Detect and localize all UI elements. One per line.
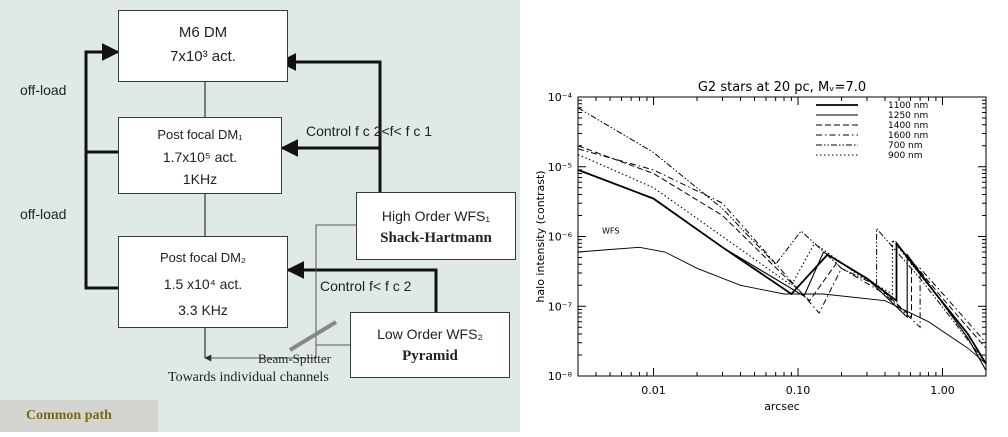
pf1-rate: 1KHz [182,171,218,187]
x-tick-label: 1.00 [930,384,955,397]
halo-intensity-chart: 10⁻⁸ 10⁻⁷ 10⁻⁶ 10⁻⁵ 10⁻⁴ 0.01 0.10 1.00 G2 stars… [520,0,1008,432]
x-tick-label: 0.10 [786,384,811,397]
pf1-title: Post focal DM₁ [157,127,243,142]
offload-arrow-top [84,43,120,154]
legend-label: 1250 nm [888,111,928,121]
offload-arrow-bottom [84,152,118,290]
series-line-wfs [577,246,987,365]
beam-splitter-icon [288,320,338,352]
hwfs-type: Shack-Hartmann [380,230,492,246]
pf2-title: Post focal DM₂ [160,250,246,265]
ao-block-diagram: M6 DM 7x10³ act. Post focal DM₁ 1.7x10⁵ … [0,0,520,432]
pf2-rate: 3.3 KHz [178,302,228,318]
pf2-actuators: 1.5 x10⁴ act. [163,276,243,292]
offload-label-bottom: off-load [20,206,67,222]
series-line-1250-nm [577,169,987,371]
hwfs-title: High Order WFS₁ [381,208,491,224]
diagram-connectors [84,43,438,362]
lwfs-title: Low Order WFS₂ [377,326,483,342]
legend-label: 900 nm [888,151,923,161]
legend-label: 1100 nm [888,101,928,111]
control1-label: Control f c 2<f< f c 1 [306,123,433,139]
m6-actuators: 7x10³ act. [170,48,236,65]
m6-title: M6 DM [178,24,228,41]
post-focal-dm1-box: Post focal DM₁ 1.7x10⁵ act. 1KHz [118,117,282,194]
chart-svg: 10⁻⁸ 10⁻⁷ 10⁻⁶ 10⁻⁵ 10⁻⁴ 0.01 0.10 1.00 G2 stars… [534,80,987,413]
towards-channels-label: Towards individual channels [168,370,329,385]
series-line-900-nm [577,153,987,364]
series-line-1100-nm [577,169,987,365]
x-axis-label: arcsec [764,400,800,413]
pf1-actuators: 1.7x10⁵ act. [162,149,238,165]
post-focal-dm2-box: Post focal DM₂ 1.5 x10⁴ act. 3.3 KHz [118,236,288,328]
legend-label: 1600 nm [888,131,928,141]
chart-title: G2 stars at 20 pc, Mᵥ=7.0 [698,80,866,95]
y-tick-label: 10⁻⁵ [548,161,572,174]
series-line-1600-nm [577,148,987,344]
beam-splitter-label: Beam-Splitter [258,351,331,366]
high-order-wfs-box: High Order WFS₁ Shack-Hartmann [356,192,516,260]
control2-arrow [286,261,438,312]
y-tick-label: 10⁻⁸ [548,370,573,383]
legend-label: 1400 nm [888,121,928,131]
wfs-annotation: WFS [602,227,619,236]
y-tick-label: 10⁻⁶ [548,231,573,244]
optical-path-hwfs [315,224,356,358]
x-tick-label: 0.01 [641,384,666,397]
m6-dm-box: M6 DM 7x10³ act. [118,10,288,82]
y-tick-label: 10⁻⁴ [548,91,573,104]
series-line-1400-nm [577,145,987,349]
y-axis-label: halo intensity (contrast) [534,170,547,302]
control2-label: Control f< f c 2 [320,278,412,294]
legend-label: 700 nm [888,141,923,151]
common-path-label: Common path [0,400,158,432]
low-order-wfs-box: Low Order WFS₂ Pyramid [350,312,510,378]
offload-label-top: off-load [20,82,67,98]
series-line-700-nm [577,107,987,365]
lwfs-type: Pyramid [402,348,458,364]
y-tick-label: 10⁻⁷ [548,300,572,313]
